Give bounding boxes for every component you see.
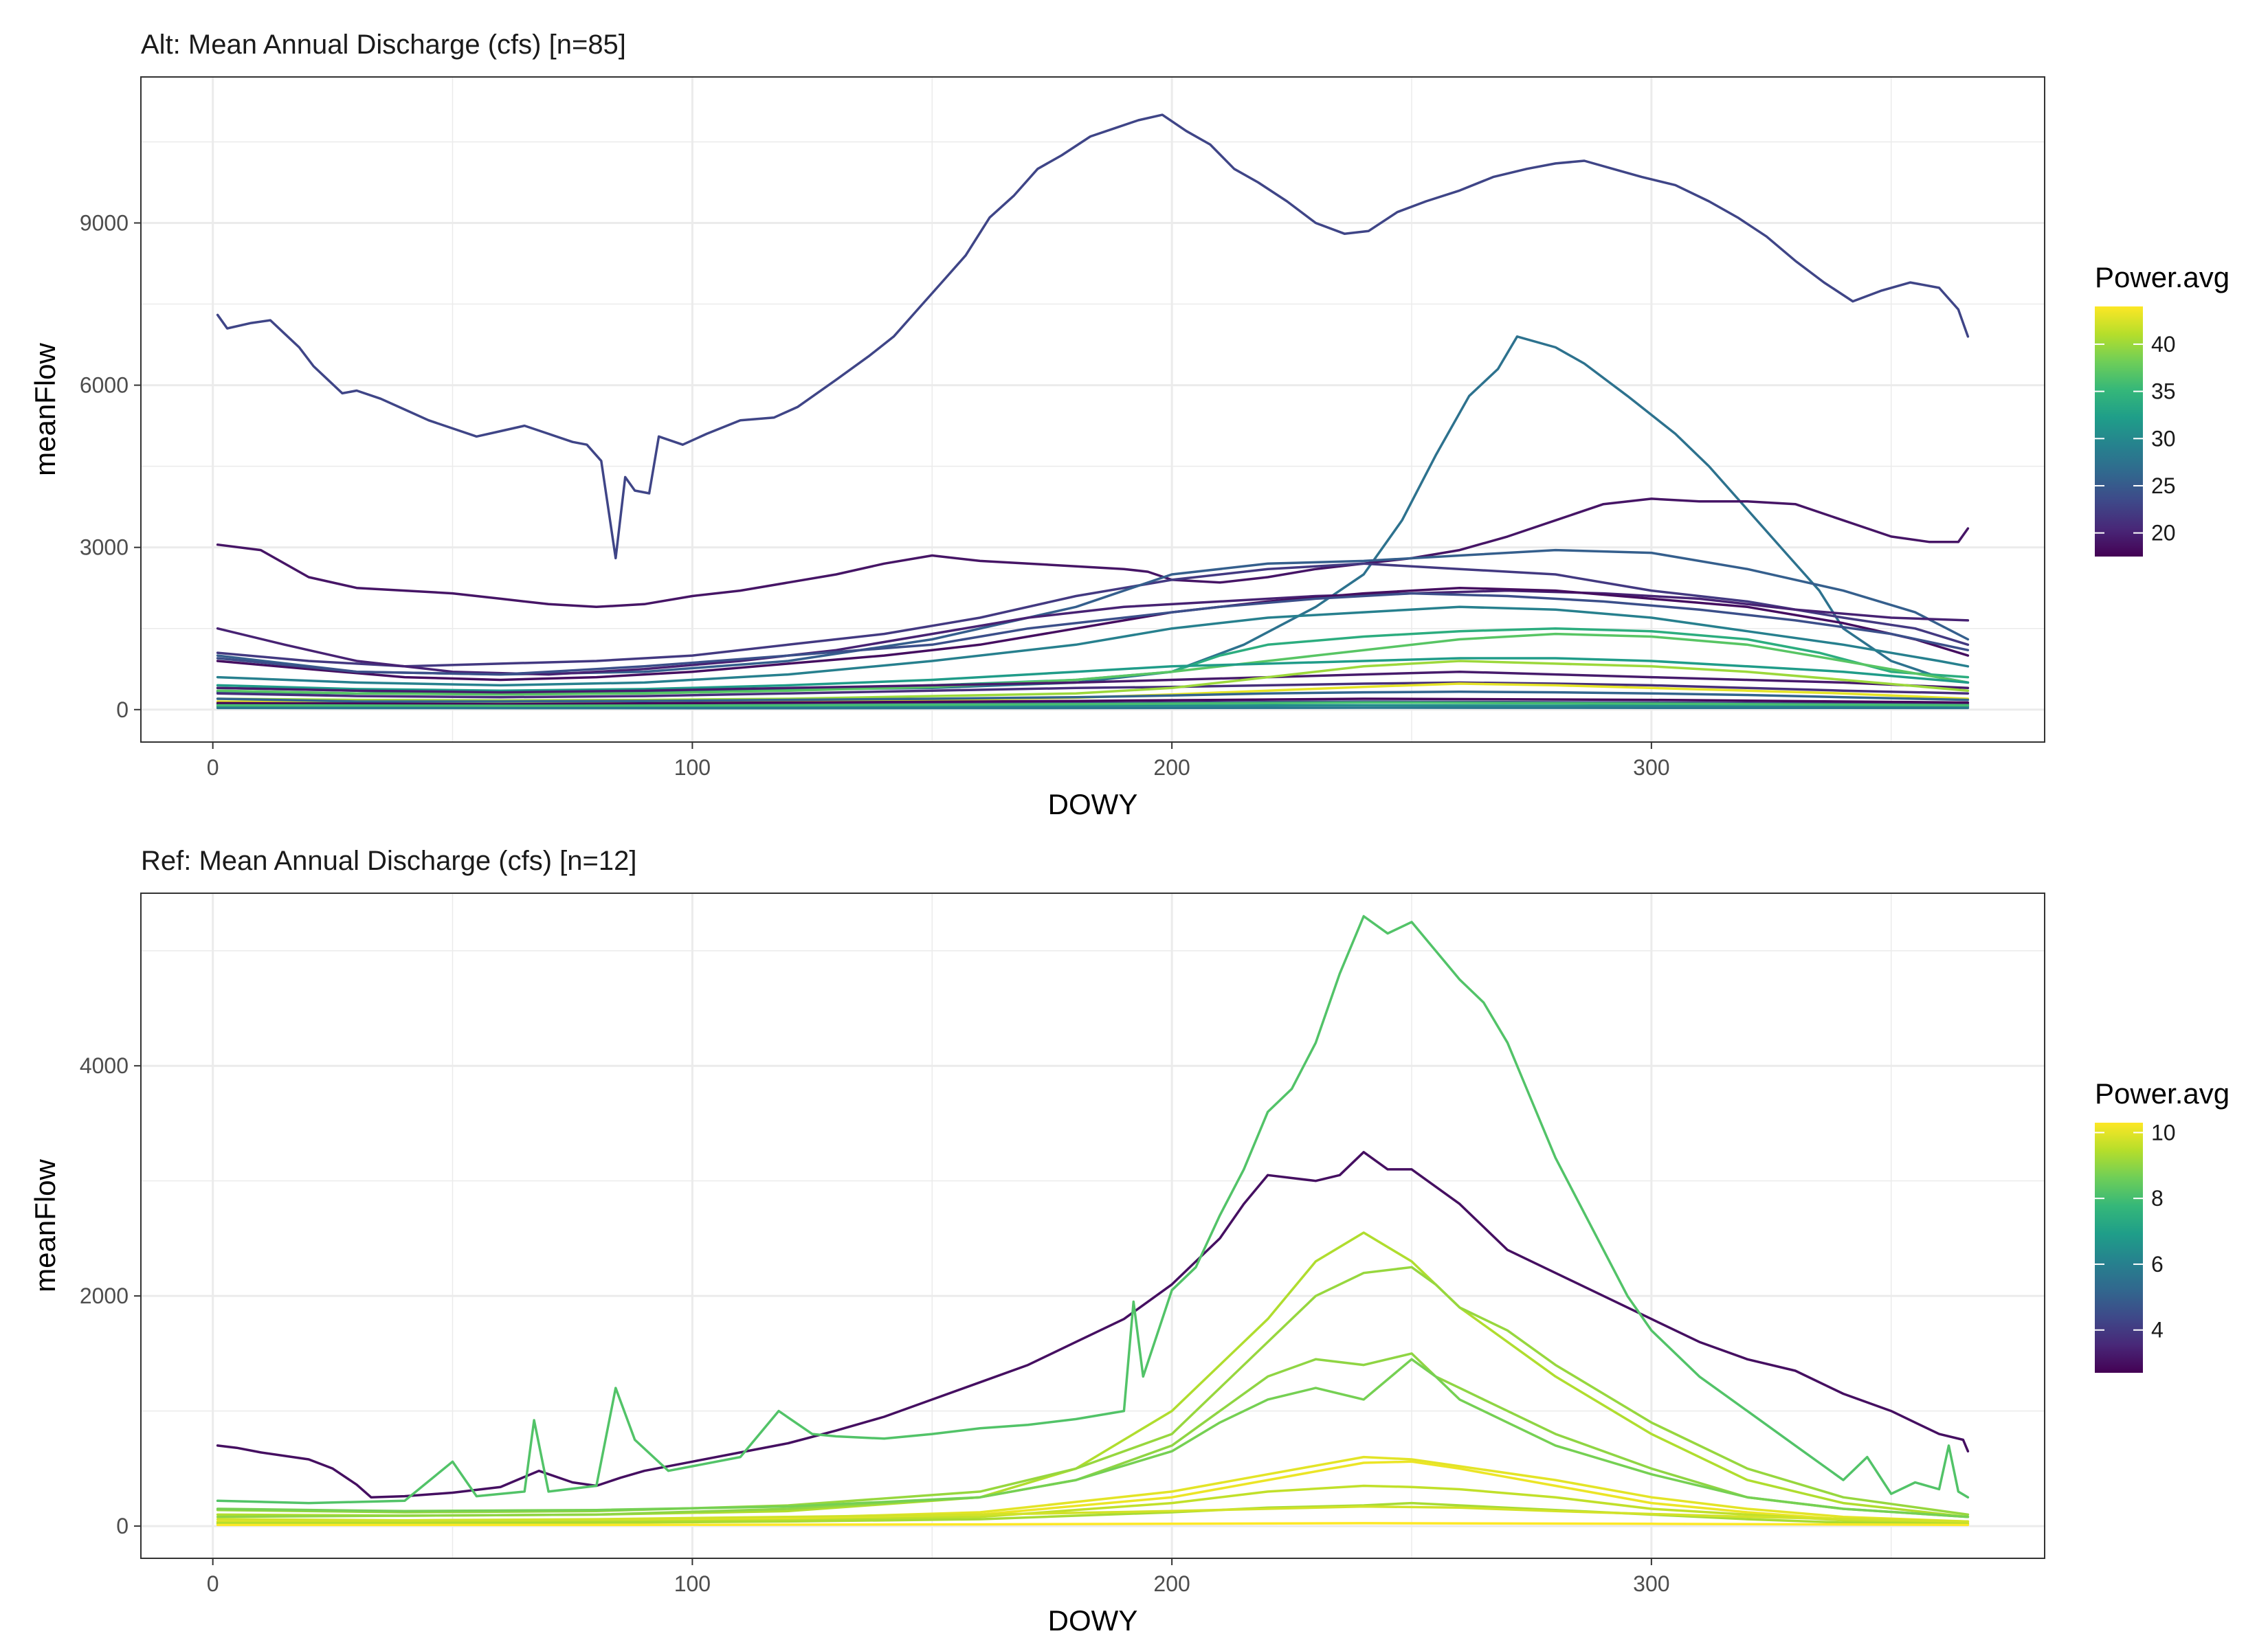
series-line-5 xyxy=(216,1352,1970,1518)
legend-tick-label: 35 xyxy=(2151,379,2176,404)
legend-tick-label: 40 xyxy=(2151,332,2176,357)
series-line-2 xyxy=(216,335,1970,695)
series-line-8 xyxy=(216,592,1970,676)
x-tick-label: 100 xyxy=(674,755,711,780)
ref-panel: Ref: Mean Annual Discharge (cfs) [n=12] 0… xyxy=(29,846,2230,1637)
legend-tick-label: 25 xyxy=(2151,473,2176,498)
y-tick-label: 4000 xyxy=(80,1053,129,1078)
x-tick-label: 200 xyxy=(1153,1571,1190,1596)
legend-tick-label: 6 xyxy=(2151,1252,2164,1277)
x-tick-label: 300 xyxy=(1633,755,1669,780)
series-line-21 xyxy=(216,701,1970,708)
series-line-12 xyxy=(216,1505,1970,1523)
legend-title: Power.avg xyxy=(2095,261,2230,293)
x-tick-label: 300 xyxy=(1633,1571,1669,1596)
series-line-3 xyxy=(216,1231,1970,1518)
series-lines xyxy=(216,915,1970,1527)
alt-panel: Alt: Mean Annual Discharge (cfs) [n=85] 0… xyxy=(29,30,2230,820)
plot-border xyxy=(140,893,2045,1559)
series-line-11 xyxy=(216,1522,1970,1527)
legend-tick-label: 4 xyxy=(2151,1318,2164,1343)
chart-title: Alt: Mean Annual Discharge (cfs) [n=85] xyxy=(141,30,626,60)
x-tick-label: 0 xyxy=(207,755,219,780)
series-line-6 xyxy=(216,589,1970,676)
x-axis-title: DOWY xyxy=(1048,788,1138,820)
legend-tick-label: 8 xyxy=(2151,1186,2164,1211)
x-axis-title: DOWY xyxy=(1048,1604,1138,1637)
plot-border xyxy=(140,76,2045,743)
series-line-3 xyxy=(216,497,1970,609)
series-line-14 xyxy=(216,681,1970,699)
y-axis-title: meanFlow xyxy=(29,342,61,475)
series-line-4 xyxy=(216,562,1970,668)
series-line-20 xyxy=(216,697,1970,706)
y-tick-label: 3000 xyxy=(80,535,129,560)
series-line-13 xyxy=(216,670,1970,694)
legend-tick-label: 20 xyxy=(2151,521,2176,546)
series-line-11 xyxy=(216,632,1970,696)
y-tick-label: 0 xyxy=(116,1514,129,1538)
y-tick-label: 6000 xyxy=(80,373,129,398)
x-tick-label: 200 xyxy=(1153,755,1190,780)
legend-colorbar xyxy=(2095,306,2143,557)
series-line-2 xyxy=(216,915,1970,1505)
y-tick-label: 2000 xyxy=(80,1283,129,1308)
y-axis-title: meanFlow xyxy=(29,1158,61,1292)
legend-tick-label: 30 xyxy=(2151,426,2176,451)
series-line-6 xyxy=(216,1358,1970,1518)
series-line-17 xyxy=(216,691,1970,703)
plot-panel xyxy=(141,77,2045,742)
series-line-12 xyxy=(216,657,1970,692)
series-lines xyxy=(216,113,1970,710)
legend-colorbar xyxy=(2095,1123,2143,1373)
y-tick-label: 9000 xyxy=(80,210,129,235)
series-line-9 xyxy=(216,605,1970,687)
plot-panel xyxy=(141,893,2045,1558)
chart-title: Ref: Mean Annual Discharge (cfs) [n=12] xyxy=(141,846,636,876)
legend-tick-label: 10 xyxy=(2151,1120,2176,1145)
x-tick-label: 0 xyxy=(207,1571,219,1596)
legend-title: Power.avg xyxy=(2095,1077,2230,1110)
series-line-1 xyxy=(216,1151,1970,1499)
series-line-1 xyxy=(216,113,1970,560)
series-line-4 xyxy=(216,1266,1970,1516)
series-line-7 xyxy=(216,586,1970,682)
x-tick-label: 100 xyxy=(674,1571,711,1596)
y-tick-label: 0 xyxy=(116,697,129,722)
